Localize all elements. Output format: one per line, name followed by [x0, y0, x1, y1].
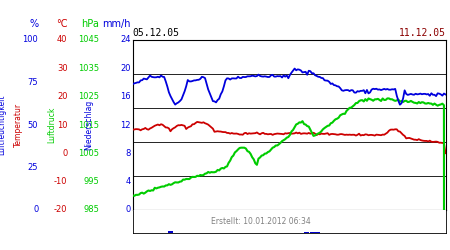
- Text: 0: 0: [125, 206, 130, 214]
- Text: Luftdruck: Luftdruck: [47, 107, 56, 143]
- Text: 16: 16: [120, 92, 130, 101]
- Text: 100: 100: [22, 36, 38, 44]
- Text: -10: -10: [54, 177, 68, 186]
- Text: Luftfeuchtigkeit: Luftfeuchtigkeit: [0, 95, 7, 155]
- Text: 12: 12: [120, 120, 130, 130]
- Text: 1015: 1015: [78, 120, 99, 130]
- Bar: [168, 231, 173, 232]
- Text: 0: 0: [33, 206, 38, 214]
- Text: Niederschlag: Niederschlag: [85, 100, 94, 150]
- Text: 24: 24: [120, 36, 130, 44]
- Text: -20: -20: [54, 206, 68, 214]
- Text: 40: 40: [57, 36, 68, 44]
- Text: 8: 8: [125, 149, 130, 158]
- Text: 75: 75: [27, 78, 38, 87]
- Text: 1025: 1025: [78, 92, 99, 101]
- Text: 20: 20: [120, 64, 130, 73]
- Text: Temperatur: Temperatur: [14, 103, 23, 147]
- Text: 985: 985: [83, 206, 99, 214]
- Text: mm/h: mm/h: [102, 19, 130, 29]
- Text: Erstellt: 10.01.2012 06:34: Erstellt: 10.01.2012 06:34: [211, 217, 310, 226]
- Text: 995: 995: [83, 177, 99, 186]
- Text: 0: 0: [62, 149, 68, 158]
- Text: 10: 10: [57, 120, 68, 130]
- Text: hPa: hPa: [81, 19, 99, 29]
- Text: °C: °C: [56, 19, 68, 29]
- Text: 4: 4: [125, 177, 130, 186]
- Text: 1045: 1045: [78, 36, 99, 44]
- Text: 50: 50: [28, 120, 38, 130]
- Text: 05.12.05: 05.12.05: [133, 28, 180, 38]
- Text: 1005: 1005: [78, 149, 99, 158]
- Text: %: %: [29, 19, 38, 29]
- Text: 1035: 1035: [78, 64, 99, 73]
- Text: 11.12.05: 11.12.05: [399, 28, 446, 38]
- Text: 20: 20: [57, 92, 68, 101]
- Text: 30: 30: [57, 64, 68, 73]
- Text: 25: 25: [28, 163, 38, 172]
